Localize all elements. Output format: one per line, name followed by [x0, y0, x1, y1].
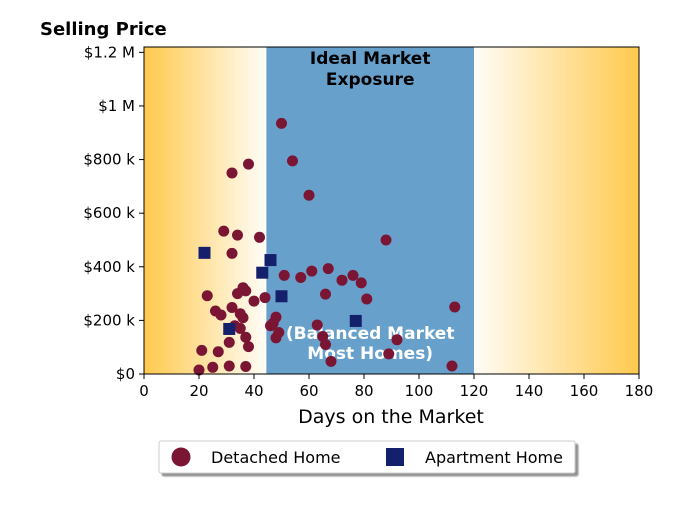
y-tick-label: $400 k	[83, 258, 135, 276]
plot-frame	[143, 46, 640, 375]
point-detached-home	[336, 274, 348, 286]
point-detached-home	[278, 269, 290, 281]
x-tick-label: 40	[244, 382, 263, 400]
point-detached-home	[234, 322, 246, 334]
x-tick-label: 20	[189, 382, 208, 400]
point-apartment-home	[349, 314, 362, 327]
point-detached-home	[226, 247, 238, 259]
x-tick-label: 60	[299, 382, 318, 400]
legend-marker-detached-home	[171, 447, 191, 467]
point-apartment-home	[223, 322, 236, 335]
point-detached-home	[273, 326, 285, 338]
x-tick-label: 0	[139, 382, 149, 400]
point-detached-home	[207, 361, 219, 373]
point-detached-home	[311, 319, 323, 331]
x-tick-label: 160	[570, 382, 599, 400]
point-detached-home	[248, 295, 260, 307]
point-detached-home	[193, 364, 205, 376]
legend-marker-apartment-home	[386, 448, 404, 466]
point-detached-home	[306, 265, 318, 277]
point-detached-home	[322, 263, 334, 275]
y-axis: $0 $200 k $400 k $600 k $800 k $1 M $1.2 M	[83, 43, 144, 383]
point-detached-home	[240, 360, 252, 372]
point-detached-home	[196, 344, 208, 356]
x-tick-label: 80	[354, 382, 373, 400]
chart-title: Selling Price	[40, 19, 167, 40]
point-detached-home	[240, 285, 252, 297]
point-detached-home	[287, 155, 298, 167]
point-apartment-home	[198, 246, 211, 259]
point-apartment-home	[264, 254, 277, 267]
point-detached-home	[383, 348, 395, 360]
point-detached-home	[320, 288, 331, 300]
point-apartment-home	[256, 266, 269, 279]
point-detached-home	[215, 309, 227, 321]
y-tick-label: $0	[116, 365, 135, 383]
point-detached-home	[254, 231, 265, 243]
point-detached-home	[449, 301, 461, 313]
legend-label-apartment-home: Apartment Home	[425, 448, 563, 467]
point-detached-home	[355, 277, 367, 289]
legend-label-detached-home: Detached Home	[211, 448, 341, 467]
x-tick-label: 100	[405, 382, 434, 400]
point-detached-home	[223, 336, 235, 348]
point-detached-home	[270, 311, 282, 323]
point-detached-home	[223, 360, 235, 372]
point-detached-home	[347, 269, 359, 281]
x-tick-label: 120	[460, 382, 489, 400]
x-axis-label: Days on the Market	[298, 406, 484, 428]
point-detached-home	[243, 158, 254, 170]
point-detached-home	[201, 290, 213, 302]
ideal-band	[266, 47, 474, 374]
point-detached-home	[218, 225, 230, 237]
point-detached-home	[243, 341, 254, 353]
point-detached-home	[226, 302, 238, 314]
annotation-1-line-1: Ideal Market	[310, 49, 431, 69]
y-tick-label: $800 k	[83, 151, 135, 169]
point-detached-home	[325, 355, 337, 367]
annotation-1-line-2: Exposure	[326, 70, 415, 90]
point-detached-home	[237, 312, 249, 324]
y-tick-label: $600 k	[83, 204, 135, 222]
point-detached-home	[259, 292, 271, 304]
point-detached-home	[276, 117, 287, 129]
point-detached-home	[212, 346, 224, 358]
point-detached-home	[320, 339, 331, 351]
x-tick-label: 180	[625, 382, 654, 400]
point-detached-home	[380, 234, 392, 246]
gradient-right	[474, 47, 639, 374]
x-tick-label: 140	[515, 382, 544, 400]
annotation-2-line-2: Most Homes)	[307, 344, 433, 364]
y-tick-label: $1 M	[98, 97, 135, 115]
data-points	[193, 117, 461, 376]
legend-box	[158, 440, 576, 474]
point-apartment-home	[275, 290, 288, 303]
point-detached-home	[303, 189, 315, 201]
annotation-2-line-1: (Balanced Market	[286, 324, 455, 344]
y-tick-label: $1.2 M	[84, 43, 135, 61]
point-detached-home	[232, 229, 243, 241]
point-detached-home	[361, 293, 373, 305]
plot-background	[144, 47, 639, 374]
x-axis: 0 20 40 60 80 100 120 140 160 180	[139, 374, 653, 400]
gradient-left	[144, 47, 267, 374]
legend: Detached Home Apartment Home	[158, 440, 576, 474]
point-detached-home	[391, 334, 403, 346]
point-detached-home	[240, 331, 252, 343]
point-detached-home	[446, 360, 458, 372]
point-detached-home	[295, 272, 307, 284]
y-tick-label: $200 k	[83, 311, 135, 329]
point-detached-home	[226, 167, 238, 179]
